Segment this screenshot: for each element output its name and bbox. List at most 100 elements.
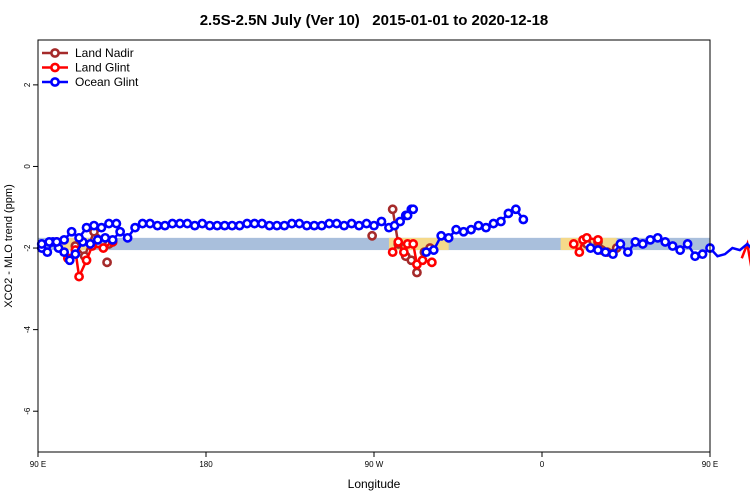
data-point [510,204,521,215]
y-tick-label: -2 [23,244,32,252]
data-point [42,247,53,258]
data-point [398,247,409,258]
data-point [160,220,170,231]
data-point [481,222,491,233]
data-point [473,220,484,231]
data-point [152,220,163,231]
data-point [74,232,84,243]
data-point [137,218,148,229]
data-point [81,255,92,266]
y-tick-label: 0 [23,164,32,169]
x-tick-label: 90 E [702,460,718,469]
data-point [488,218,499,229]
data-point [402,210,413,221]
data-point [408,239,419,249]
x-tick-label: 180 [199,460,213,469]
data-point [234,220,245,231]
data-point [690,251,700,262]
data-point [104,218,114,229]
series-ocean-glint [36,204,750,266]
data-point [608,249,618,260]
data-point [426,257,437,268]
data-point [264,220,275,231]
data-point [182,218,193,229]
data-point [667,241,678,251]
data-point [227,220,238,231]
x-axis-label: Longitude [348,477,401,491]
data-point [74,271,84,282]
data-point [568,239,579,249]
data-point [451,224,462,235]
data-point [249,218,260,229]
data-point [387,204,398,215]
series-layer [36,204,750,282]
y-tick-label: 2 [23,82,32,87]
data-point [367,230,378,241]
data-point [145,218,155,229]
x-axis: 90 E 180 90 W 0 90 E [30,452,718,469]
data-point [574,247,585,258]
data-point [630,237,641,247]
data-point [395,216,406,227]
data-point [130,222,140,233]
y-tick-label: -6 [23,407,32,415]
data-point [675,245,686,255]
data-point [593,234,603,245]
data-point [697,249,708,260]
data-point [309,220,320,231]
data-point [59,247,70,258]
legend-marker [50,77,60,87]
data-point [316,220,327,231]
data-point [369,220,379,231]
data-point [89,220,99,231]
data-point [204,220,215,231]
data-point [518,214,529,225]
data-point [107,234,118,245]
data-point [682,239,693,249]
legend-label: Land Glint [75,61,130,75]
data-point [622,247,633,258]
data-point [354,220,364,231]
data-point [466,224,476,235]
legend-marker [50,62,60,73]
legend-marker [50,48,60,58]
data-point [443,232,454,243]
data-point [593,245,603,255]
data-point [174,218,185,229]
data-point [339,220,350,231]
data-point [81,222,92,233]
data-point [92,234,103,245]
band-0 [38,237,710,251]
data-point [585,243,596,253]
data-point [412,267,422,278]
data-point [64,255,75,266]
data-point [66,226,77,237]
legend-item: Ocean Glint [42,75,139,89]
data-point [301,220,312,231]
data-point [421,247,432,258]
data-point [51,237,62,247]
data-point [36,239,47,249]
data-point [660,237,671,247]
data-point [242,218,252,229]
data-point [436,230,447,241]
data-point [600,247,611,258]
data-point [219,220,230,231]
data-point [376,216,387,227]
y-tick-label: -4 [23,326,32,334]
data-point [581,232,592,243]
data-point [167,218,178,229]
data-point [197,218,208,229]
y-axis-label: XCO2 - MLO trend (ppm) [3,184,15,307]
data-point [428,245,439,255]
data-point [458,226,469,237]
data-point [615,239,626,249]
data-point [346,218,357,229]
data-point [44,237,55,247]
y-axis: -6 -4 -2 0 2 [23,82,38,415]
data-point [111,218,122,229]
data-point [115,226,126,237]
data-point [496,216,506,227]
data-point [331,218,342,229]
chart-title: 2.5S-2.5N July (Ver 10) 2015-01-01 to 20… [200,12,549,29]
